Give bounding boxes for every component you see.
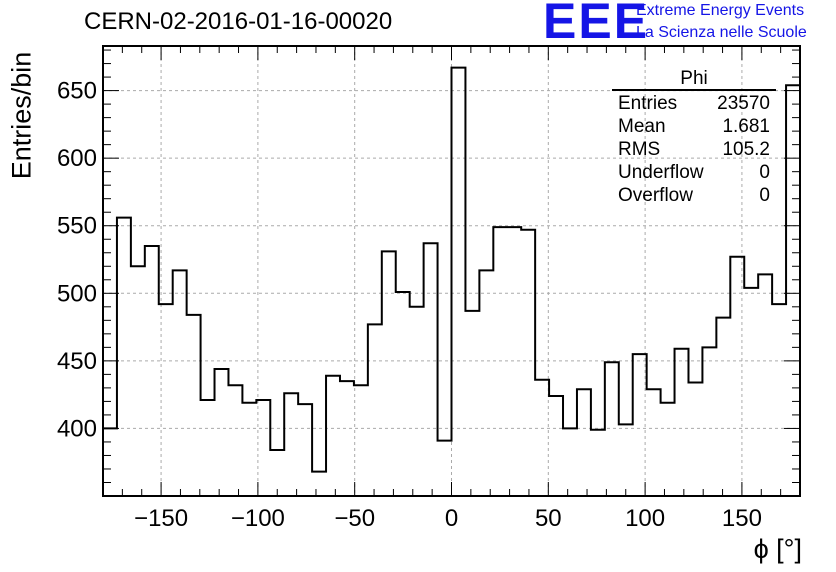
stats-key: RMS: [618, 139, 661, 160]
stats-box: Phi Entries 23570 Mean 1.681 RMS 105.2 Unde…: [612, 68, 776, 207]
y-axis-label: Entries/bin: [6, 51, 37, 180]
axis-tick-labels: −150 −100 −50 0 50 100 150 400 450 500 550 600 650: [57, 78, 762, 532]
x-axis-label: ϕ [°]: [753, 534, 802, 564]
stats-value: 23570: [717, 93, 770, 114]
stats-row: Overflow 0: [612, 184, 776, 207]
x-tick-label: 100: [625, 505, 665, 532]
y-tick-label: 450: [57, 348, 97, 375]
y-tick-label: 400: [57, 415, 97, 442]
x-tick-label: −50: [334, 505, 375, 532]
logo-line-2: La Scienza nelle Scuole: [636, 24, 807, 41]
stats-key: Mean: [618, 116, 666, 137]
axis-ticks: [102, 46, 801, 496]
stats-value: 105.2: [722, 139, 770, 160]
x-tick-label: −100: [231, 505, 285, 532]
stats-row: Mean 1.681: [612, 115, 776, 138]
logo-line-1: Extreme Energy Events: [636, 2, 805, 19]
stats-key: Overflow: [618, 185, 693, 206]
y-tick-label: 650: [57, 78, 97, 105]
stats-row: Underflow 0: [612, 161, 776, 184]
stats-key: Underflow: [618, 162, 704, 183]
y-tick-label: 500: [57, 280, 97, 307]
stats-title: Phi: [680, 68, 708, 89]
stats-row: RMS 105.2: [612, 138, 776, 161]
histogram-step-line: [103, 66, 800, 473]
stats-value: 0: [759, 162, 770, 183]
stats-key: Entries: [618, 93, 678, 114]
x-tick-label: 0: [445, 505, 458, 532]
eee-logo: EEE: [543, 0, 650, 49]
stats-value: 0: [759, 185, 770, 206]
stats-divider: [612, 89, 776, 91]
x-tick-label: 50: [535, 505, 562, 532]
y-tick-label: 600: [57, 145, 97, 172]
y-tick-label: 550: [57, 213, 97, 240]
stats-value: 1.681: [722, 116, 770, 137]
x-tick-label: 150: [722, 505, 762, 532]
x-tick-label: −150: [134, 505, 188, 532]
stats-row: Entries 23570: [612, 92, 776, 115]
plot-title: CERN-02-2016-01-16-00020: [84, 8, 393, 35]
